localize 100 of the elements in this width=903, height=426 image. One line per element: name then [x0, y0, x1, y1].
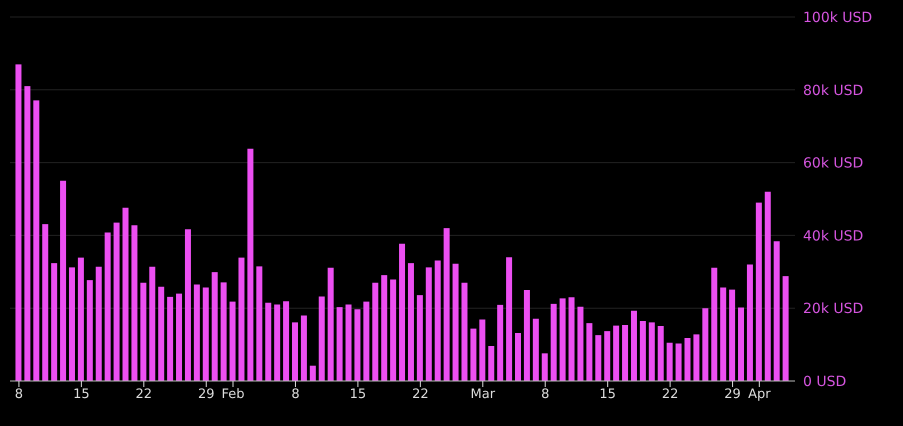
bar: [560, 298, 566, 381]
bar: [684, 338, 690, 381]
y-tick-label: 0 USD: [803, 374, 846, 390]
bar: [42, 224, 48, 381]
bar: [542, 353, 548, 381]
bar: [283, 301, 290, 381]
bar: [408, 263, 414, 381]
bar: [586, 323, 592, 381]
bar: [506, 257, 512, 381]
bar: [68, 267, 75, 381]
bar: [167, 296, 174, 381]
bar: [363, 302, 370, 381]
bar: [300, 315, 307, 381]
bar: [114, 222, 120, 381]
bar: [381, 275, 388, 381]
bar: [292, 322, 298, 381]
bar: [230, 302, 236, 381]
bar: [524, 290, 530, 381]
bar: [595, 335, 602, 381]
bar: [479, 319, 486, 381]
bar: [184, 229, 191, 381]
bar: [604, 331, 610, 381]
bar: [497, 304, 504, 381]
bar: [711, 268, 718, 381]
bar: [346, 304, 352, 381]
bar: [756, 202, 762, 381]
x-tick-label: 8: [541, 387, 550, 402]
bar: [488, 346, 494, 381]
x-tick-label: 22: [662, 387, 678, 402]
x-tick-label: Apr: [748, 387, 772, 402]
y-tick-label: 60k USD: [803, 156, 864, 172]
x-tick-label: 29: [198, 387, 215, 402]
bar: [15, 64, 22, 381]
bar: [613, 326, 620, 381]
bar: [265, 302, 272, 381]
bar: [640, 320, 646, 381]
bar: [782, 276, 789, 381]
bar: [158, 286, 164, 381]
bar: [60, 180, 66, 381]
x-tick-label: 22: [136, 387, 152, 402]
bar: [746, 264, 753, 381]
bar: [399, 244, 406, 381]
bar: [176, 294, 182, 381]
bar: [452, 264, 459, 381]
bar: [194, 284, 200, 381]
x-tick-label: 15: [73, 387, 90, 402]
bar: [202, 287, 209, 381]
x-tick-label: Feb: [221, 387, 245, 402]
bar: [149, 266, 156, 381]
bar: [774, 241, 780, 381]
bar: [622, 324, 628, 381]
bar: [238, 258, 244, 381]
bar: [550, 304, 557, 381]
bar: [764, 192, 771, 381]
bar: [416, 295, 423, 381]
x-tick-label: Mar: [470, 387, 496, 402]
y-tick-label: 40k USD: [803, 228, 864, 244]
bar: [390, 279, 396, 381]
y-tick-label: 20k USD: [803, 301, 864, 318]
bar: [33, 100, 40, 381]
x-tick-label: 8: [291, 387, 300, 402]
bar: [256, 266, 262, 381]
bar: [122, 208, 129, 381]
bar: [51, 263, 58, 381]
bar: [318, 296, 325, 381]
bar: [336, 307, 343, 381]
bar: [676, 344, 682, 381]
bar: [461, 282, 468, 381]
x-tick-label: 8: [14, 387, 24, 402]
bar: [577, 306, 584, 381]
bar: [328, 268, 334, 381]
y-tick-label: 100k USD: [803, 10, 872, 26]
bar: [568, 297, 575, 381]
bar: [96, 266, 102, 381]
bar: [666, 342, 673, 381]
bar: [131, 225, 138, 381]
x-tick-label: 15: [350, 387, 366, 402]
bar: [693, 334, 700, 381]
bar: [702, 308, 708, 381]
y-tick-label: 80k USD: [803, 82, 864, 99]
x-tick-label: 22: [412, 387, 429, 402]
bar: [24, 86, 30, 381]
x-tick-label: 15: [599, 387, 616, 402]
bar: [720, 287, 726, 381]
bar: [434, 260, 441, 381]
bar: [444, 228, 450, 381]
bar: [630, 310, 637, 381]
bar: [515, 332, 522, 381]
x-tick-label: 29: [724, 387, 741, 402]
bar: [532, 318, 539, 381]
bar: [212, 272, 218, 381]
bar: [274, 304, 280, 381]
bar: [738, 307, 744, 381]
bar: [104, 232, 111, 381]
bar: [220, 282, 227, 381]
bar: [86, 280, 93, 381]
bar: [354, 309, 360, 381]
bar: [648, 322, 655, 381]
bar: [658, 326, 664, 381]
bar: [470, 328, 476, 381]
